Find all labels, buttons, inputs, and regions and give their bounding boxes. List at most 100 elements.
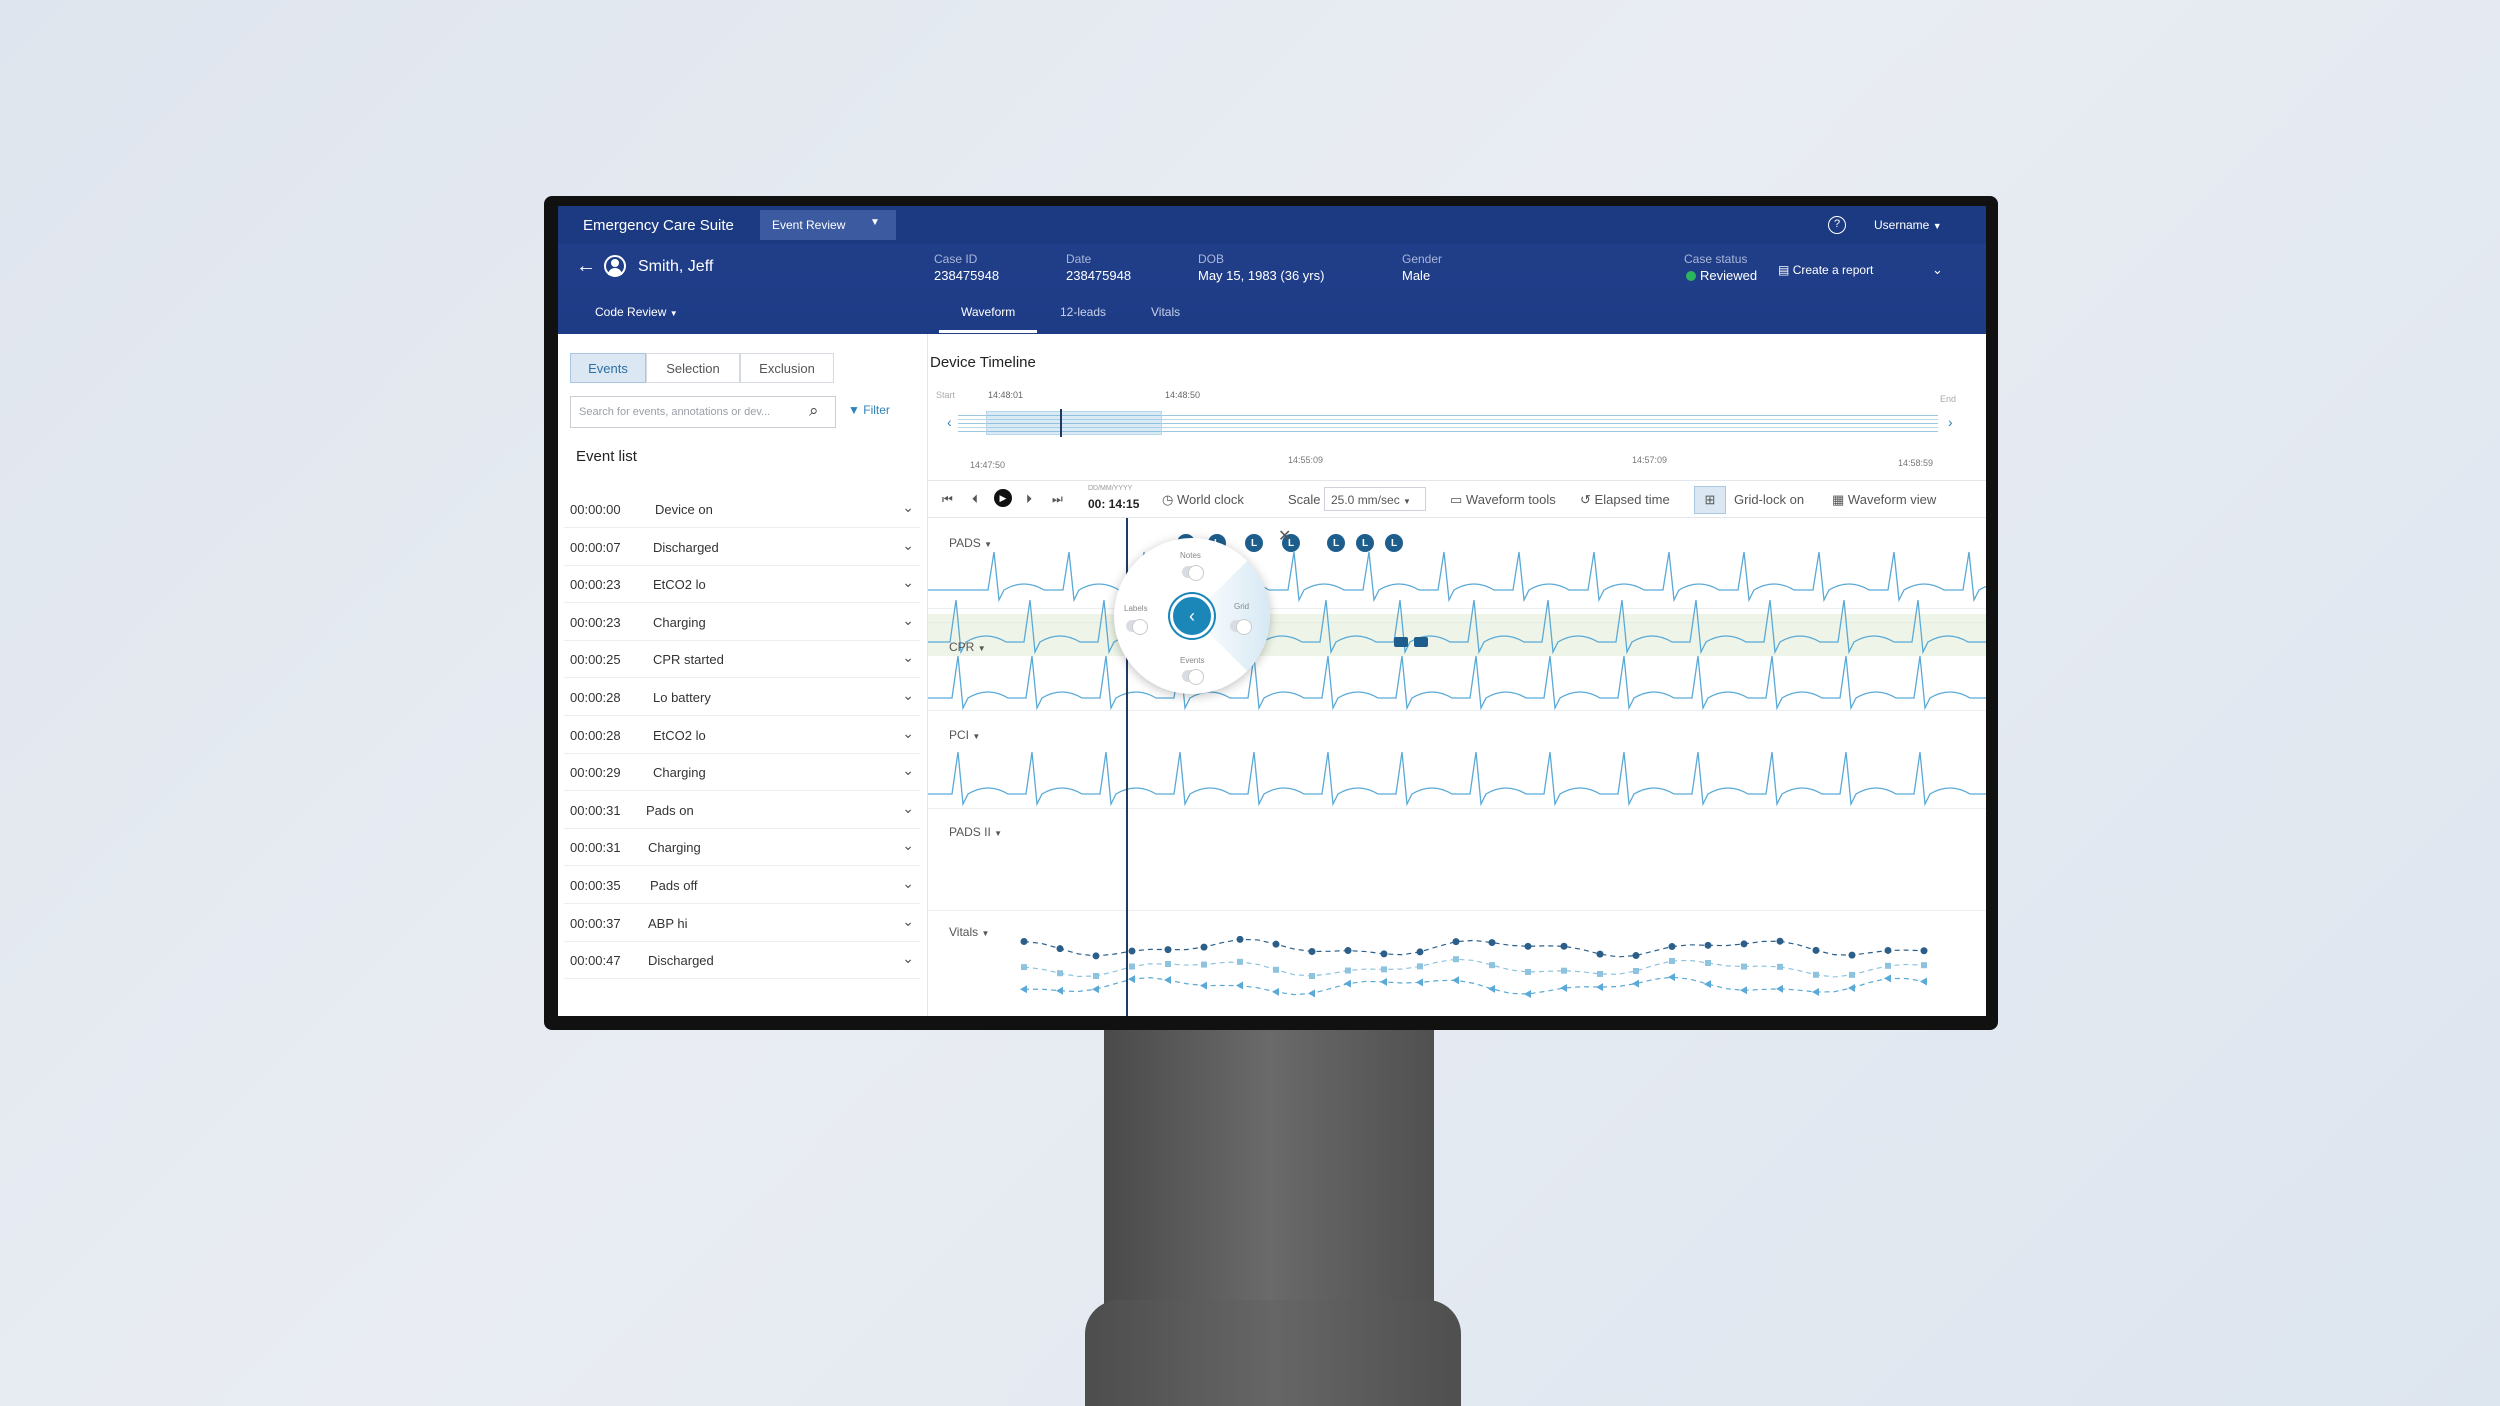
chevron-down-icon[interactable]: ⌄ bbox=[902, 499, 914, 515]
elapsed-time-button[interactable]: ↺ Elapsed time bbox=[1580, 492, 1670, 508]
event-row[interactable]: 00:00:28 Lo battery ⌄ bbox=[564, 679, 920, 716]
chevron-down-icon[interactable]: ⌄ bbox=[902, 912, 914, 929]
vitals-point bbox=[1848, 951, 1856, 959]
label-marker-icon[interactable]: L bbox=[1282, 534, 1300, 552]
lane-label-pads-ii[interactable]: PADS II ▼ bbox=[949, 825, 1002, 839]
lane-name: PADS bbox=[949, 536, 981, 550]
back-arrow-icon[interactable]: ← bbox=[576, 255, 596, 277]
step-forward-icon[interactable]: ⏵ bbox=[1026, 492, 1033, 506]
event-name: ABP hi bbox=[648, 915, 688, 931]
tab-12-leads[interactable]: 12-leads bbox=[1060, 305, 1107, 319]
event-name: Discharged bbox=[648, 953, 714, 969]
labels-toggle[interactable] bbox=[1126, 619, 1148, 635]
expand-chevron-icon[interactable]: ⌄ bbox=[1932, 262, 1943, 277]
timeline-next-icon[interactable]: › bbox=[1948, 414, 1953, 430]
chevron-down-icon[interactable]: ⌄ bbox=[902, 950, 914, 967]
cpr-trace bbox=[928, 599, 1986, 655]
vitals-point bbox=[1236, 935, 1244, 943]
filter-button[interactable]: ▼ Filter bbox=[848, 403, 890, 417]
event-row[interactable]: 00:00:35 Pads off ⌄ bbox=[564, 867, 920, 904]
step-back-icon[interactable]: ⏴ bbox=[972, 492, 979, 506]
event-row[interactable]: 00:00:28 EtCO2 lo ⌄ bbox=[564, 717, 920, 754]
timeline-prev-icon[interactable]: ‹ bbox=[947, 414, 952, 430]
event-name: Pads on bbox=[646, 802, 694, 818]
module-dropdown[interactable]: Event Review ▼ bbox=[760, 210, 896, 240]
event-row[interactable]: 00:00:31 Pads on ⌄ bbox=[564, 792, 920, 829]
waveform-view-button[interactable]: ▦ Waveform view bbox=[1832, 492, 1936, 508]
note-icon[interactable] bbox=[1414, 637, 1428, 647]
tab-vitals[interactable]: Vitals bbox=[1151, 305, 1181, 319]
vitals-point bbox=[1380, 950, 1388, 958]
event-search-input[interactable]: Search for events, annotations or dev...… bbox=[570, 396, 836, 428]
event-row[interactable]: 00:00:31 Charging ⌄ bbox=[564, 829, 920, 867]
chevron-down-icon[interactable]: ⌄ bbox=[902, 837, 914, 854]
event-name: EtCO2 lo bbox=[653, 577, 706, 593]
chevron-down-icon[interactable]: ⌄ bbox=[902, 724, 914, 741]
lane-label-pads[interactable]: PADS ▼ bbox=[949, 536, 992, 550]
event-time: 00:00:07 bbox=[570, 539, 621, 555]
segment-selection[interactable]: Selection bbox=[646, 353, 740, 383]
event-row[interactable]: 00:00:23 EtCO2 lo ⌄ bbox=[564, 566, 920, 604]
event-row[interactable]: 00:00:47 Discharged ⌄ bbox=[564, 942, 920, 980]
label-marker-icon[interactable]: L bbox=[1245, 534, 1263, 552]
lane-label-cpr[interactable]: CPR ▼ bbox=[949, 640, 986, 654]
chevron-down-icon[interactable]: ⌄ bbox=[902, 762, 914, 779]
timeline-selection[interactable] bbox=[986, 411, 1162, 435]
vitals-point bbox=[1632, 952, 1640, 960]
label-marker-icon[interactable]: L bbox=[1327, 534, 1345, 552]
timeline-playhead[interactable] bbox=[1060, 409, 1062, 437]
close-icon[interactable]: ✕ bbox=[1278, 528, 1292, 545]
event-name: Lo battery bbox=[653, 690, 711, 705]
chevron-down-icon[interactable]: ⌄ bbox=[902, 574, 914, 591]
grid-toggle[interactable] bbox=[1230, 619, 1252, 635]
vitals-point bbox=[1453, 956, 1459, 963]
vitals-point bbox=[1596, 950, 1604, 958]
code-review-dropdown[interactable]: Code Review ▼ bbox=[595, 305, 678, 319]
vitals-point bbox=[1920, 977, 1927, 986]
user-menu[interactable]: Username ▼ bbox=[1874, 218, 1942, 232]
lane-label-vitals[interactable]: Vitals ▼ bbox=[949, 925, 989, 939]
tab-waveform[interactable]: Waveform bbox=[961, 305, 1016, 319]
waveform-tools-button[interactable]: ▭ Waveform tools bbox=[1450, 492, 1556, 508]
scale-select[interactable]: 25.0 mm/sec ▼ bbox=[1324, 487, 1426, 511]
skip-end-icon[interactable]: ⏭ bbox=[1052, 492, 1063, 506]
chevron-down-icon[interactable]: ⌄ bbox=[902, 611, 914, 628]
patient-name: Smith, Jeff bbox=[638, 258, 714, 275]
search-icon[interactable]: ⌕ bbox=[809, 401, 819, 420]
event-row[interactable]: 00:00:29 Charging ⌄ bbox=[564, 754, 920, 792]
chevron-down-icon[interactable]: ⌄ bbox=[902, 649, 914, 666]
event-row[interactable]: 00:00:23 Charging ⌄ bbox=[564, 604, 920, 641]
notes-toggle[interactable] bbox=[1182, 565, 1204, 581]
waveform-panel[interactable] bbox=[928, 518, 1986, 1016]
vitals-point bbox=[1381, 966, 1387, 973]
collapse-chevron-icon[interactable]: ‹ bbox=[1170, 594, 1214, 638]
note-icon[interactable] bbox=[1394, 637, 1408, 647]
label-marker-icon[interactable]: L bbox=[1385, 534, 1403, 552]
chevron-down-icon[interactable]: ⌄ bbox=[902, 875, 914, 891]
timeline-track[interactable] bbox=[958, 409, 1938, 439]
vitals-point bbox=[1920, 947, 1928, 955]
segment-exclusion[interactable]: Exclusion bbox=[740, 353, 834, 383]
lane-label-pci[interactable]: PCI ▼ bbox=[949, 728, 980, 742]
events-toggle[interactable] bbox=[1182, 669, 1204, 685]
timeline-tick: 14:58:59 bbox=[1898, 458, 1934, 468]
event-row[interactable]: 00:00:37 ABP hi ⌄ bbox=[564, 905, 920, 942]
skip-start-icon[interactable]: ⏮ bbox=[942, 492, 953, 506]
playhead-line[interactable] bbox=[1126, 518, 1128, 1016]
chevron-down-icon[interactable]: ⌄ bbox=[902, 687, 914, 703]
chevron-down-icon[interactable]: ⌄ bbox=[902, 799, 914, 816]
segment-events[interactable]: Events bbox=[570, 353, 646, 383]
create-report-button[interactable]: ▤ Create a report bbox=[1778, 263, 1873, 277]
event-row[interactable]: 00:00:25 CPR started ⌄ bbox=[564, 641, 920, 679]
clock-icon: ◷ bbox=[1162, 492, 1174, 507]
event-row[interactable]: 00:00:00 Device on ⌄ bbox=[564, 491, 920, 528]
world-clock-toggle[interactable]: ◷ World clock bbox=[1162, 492, 1244, 508]
event-row[interactable]: 00:00:07 Discharged ⌄ bbox=[564, 529, 920, 566]
label-marker-icon[interactable]: L bbox=[1356, 534, 1374, 552]
help-icon[interactable]: ? bbox=[1828, 216, 1846, 234]
chevron-down-icon[interactable]: ⌄ bbox=[902, 536, 914, 553]
grid-lock-label[interactable]: Grid-lock on bbox=[1734, 492, 1805, 507]
grid-lock-icon[interactable]: ⊞ bbox=[1694, 486, 1726, 514]
play-icon[interactable]: ▶ bbox=[994, 489, 1012, 507]
lane-name: PADS II bbox=[949, 825, 991, 839]
